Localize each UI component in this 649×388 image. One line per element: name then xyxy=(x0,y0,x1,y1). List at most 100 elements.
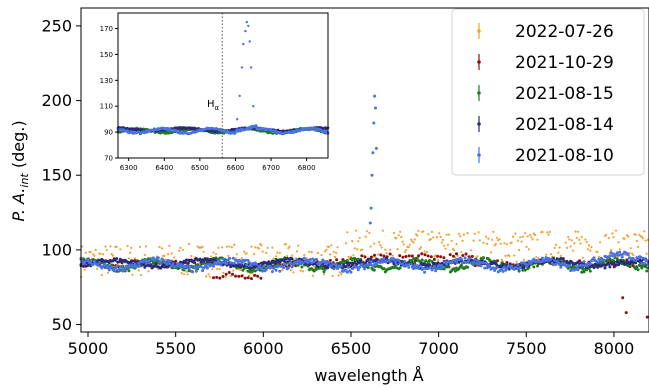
point xyxy=(416,234,419,237)
point xyxy=(372,268,376,272)
point xyxy=(355,265,359,269)
inset-x-tick-label: 6700 xyxy=(262,164,280,172)
point xyxy=(173,256,176,259)
point xyxy=(423,262,427,266)
point xyxy=(259,276,263,280)
point xyxy=(478,261,482,264)
point xyxy=(352,254,355,257)
point xyxy=(252,253,256,256)
point xyxy=(605,233,608,236)
point xyxy=(253,273,257,277)
point xyxy=(540,256,544,260)
point xyxy=(592,256,596,260)
point xyxy=(133,257,137,260)
point xyxy=(356,268,360,272)
point xyxy=(323,260,327,264)
point xyxy=(582,260,586,264)
point xyxy=(585,241,588,244)
point xyxy=(494,242,497,246)
point xyxy=(127,257,130,260)
point xyxy=(620,255,624,259)
point xyxy=(574,268,577,271)
point xyxy=(214,259,218,263)
point xyxy=(315,258,319,261)
point xyxy=(138,264,142,268)
point xyxy=(488,258,492,262)
point xyxy=(284,263,288,267)
point xyxy=(438,232,441,235)
point xyxy=(576,267,580,271)
point xyxy=(501,262,505,266)
point xyxy=(586,248,589,251)
point xyxy=(397,234,400,237)
point xyxy=(424,259,428,263)
peak-point xyxy=(374,146,378,150)
point xyxy=(419,246,422,249)
point xyxy=(645,269,649,273)
point xyxy=(366,258,370,262)
point xyxy=(215,275,219,279)
point xyxy=(468,256,472,260)
inset-x-tick-label: 6400 xyxy=(155,164,173,172)
point xyxy=(391,254,394,257)
point xyxy=(86,258,90,262)
point xyxy=(131,259,134,263)
point xyxy=(165,262,169,266)
point xyxy=(437,258,440,261)
point xyxy=(503,242,506,245)
point xyxy=(248,274,251,277)
point xyxy=(501,269,505,273)
point xyxy=(232,261,236,265)
point xyxy=(640,261,644,265)
point xyxy=(444,247,447,250)
point xyxy=(602,258,606,262)
point xyxy=(320,254,323,257)
point xyxy=(405,248,408,251)
x-tick-label: 8000 xyxy=(594,339,635,358)
point xyxy=(618,250,622,254)
point xyxy=(260,244,263,247)
point xyxy=(412,267,416,271)
point xyxy=(357,240,360,243)
peak-point xyxy=(369,206,373,210)
point xyxy=(453,258,457,262)
point xyxy=(290,257,294,261)
point xyxy=(232,269,235,272)
point xyxy=(274,261,278,264)
point xyxy=(525,245,528,248)
point xyxy=(162,265,166,269)
point xyxy=(110,253,113,256)
point xyxy=(256,268,260,271)
point xyxy=(211,268,214,271)
point xyxy=(218,267,221,271)
point xyxy=(140,273,143,277)
point xyxy=(282,266,285,270)
point xyxy=(112,269,116,273)
point xyxy=(221,246,224,249)
point xyxy=(558,246,561,249)
legend-label: 2021-10-29 xyxy=(515,53,614,73)
point xyxy=(455,261,458,264)
point xyxy=(243,276,247,280)
point xyxy=(320,260,323,264)
point xyxy=(382,257,386,261)
legend-item-2022-07-26: 2022-07-26 xyxy=(477,22,614,42)
point xyxy=(250,245,253,248)
point xyxy=(522,258,526,261)
point xyxy=(403,260,407,264)
point xyxy=(587,244,591,247)
point xyxy=(405,263,409,267)
point xyxy=(612,236,615,239)
point xyxy=(531,238,534,241)
point xyxy=(432,265,436,269)
point xyxy=(423,250,426,253)
point xyxy=(96,263,100,267)
point xyxy=(526,263,530,267)
point xyxy=(306,261,310,265)
point xyxy=(380,246,383,249)
point xyxy=(450,239,453,242)
point xyxy=(627,235,630,238)
point xyxy=(143,253,146,256)
point xyxy=(363,255,367,259)
outlier-point xyxy=(621,296,625,300)
